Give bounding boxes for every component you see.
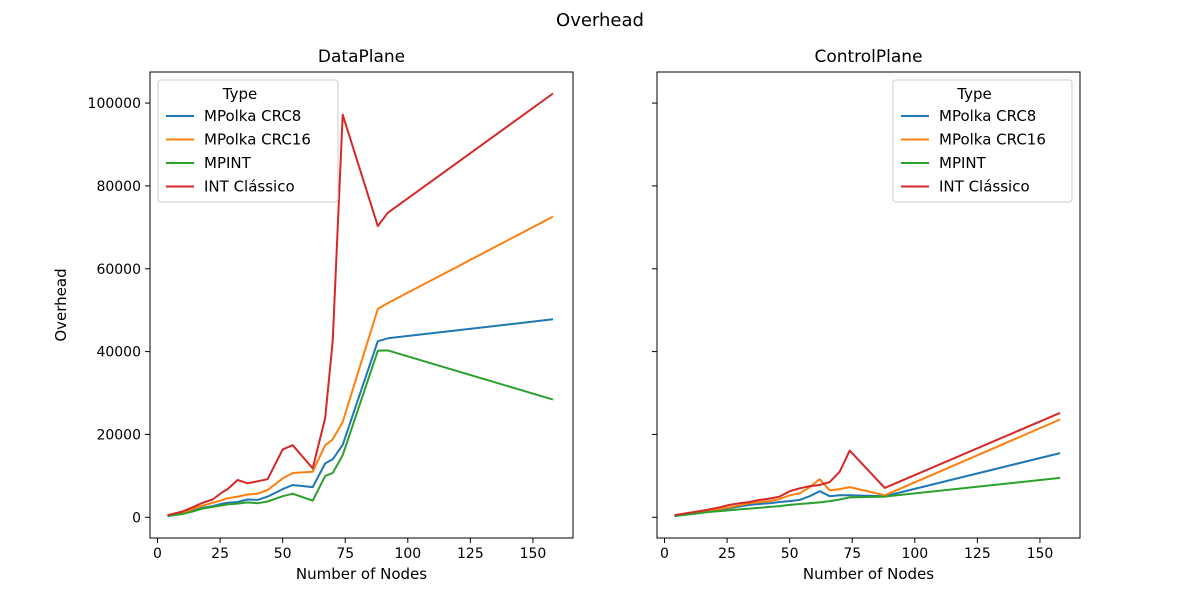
- x-tick-label: 75: [843, 546, 861, 562]
- x-tick-label: 150: [1027, 546, 1054, 562]
- legend-label-int-classico: INT Clássico: [204, 178, 295, 196]
- legend-title: Type: [222, 85, 257, 103]
- legend-label-mpolka-crc8: MPolka CRC8: [204, 107, 301, 125]
- x-axis-label: Number of Nodes: [296, 565, 427, 583]
- dataplane-panel: DataPlane 0 25 50 75 100 125 150 0 20000 40000 6000…: [52, 47, 574, 583]
- x-axis-label: Number of Nodes: [803, 565, 934, 583]
- controlplane-panel: ControlPlane 0 25 50 75 100 125 150 Number of No…: [652, 47, 1081, 583]
- y-tick-label: 20000: [96, 427, 141, 443]
- y-axis-label: Overhead: [52, 268, 70, 341]
- series-line-mpint: [674, 476, 1061, 517]
- legend-label-mpint: MPINT: [204, 154, 252, 172]
- y-tick-label: 60000: [96, 262, 141, 278]
- x-tick-label: 25: [718, 546, 736, 562]
- legend-label-mpolka-crc16: MPolka CRC16: [204, 131, 311, 149]
- legend-label-mpint: MPINT: [939, 154, 987, 172]
- x-tick-label: 0: [660, 546, 669, 562]
- y-tick-label: 80000: [96, 179, 141, 195]
- y-tick-label: 100000: [88, 96, 141, 112]
- series-line-mpolka-crc8: [167, 318, 554, 517]
- legend-label-mpolka-crc16: MPolka CRC16: [939, 131, 1046, 149]
- legend-label-mpolka-crc8: MPolka CRC8: [939, 107, 1036, 125]
- x-tick-label: 125: [457, 546, 484, 562]
- x-tick-label: 150: [520, 546, 547, 562]
- series-line-mpint: [167, 349, 554, 517]
- y-tick-label: 0: [132, 510, 141, 526]
- x-tick-label: 0: [153, 546, 162, 562]
- legend-label-int-classico: INT Clássico: [939, 178, 1030, 196]
- x-tick-label: 75: [336, 546, 354, 562]
- plot-frame: [656, 71, 1081, 539]
- panel-title: ControlPlane: [814, 47, 922, 67]
- series-line-int-classico: [167, 92, 554, 517]
- x-tick-label: 25: [211, 546, 229, 562]
- x-tick-label: 50: [274, 546, 292, 562]
- legend-title: Type: [956, 85, 991, 103]
- series-line-int-classico: [674, 411, 1061, 517]
- x-tick-label: 100: [901, 546, 928, 562]
- legend: Type MPolka CRC8 MPolka CRC16 MPINT INT Clás…: [892, 79, 1073, 203]
- figure-title: Overhead: [556, 10, 644, 31]
- y-tick-label: 40000: [96, 345, 141, 361]
- plot-frame: [149, 71, 574, 539]
- x-tick-label: 125: [964, 546, 991, 562]
- legend-frame: [157, 79, 339, 203]
- x-tick-label: 100: [394, 546, 421, 562]
- x-tick-label: 50: [781, 546, 799, 562]
- legend: Type MPolka CRC8 MPolka CRC16 MPINT INT Clás…: [157, 79, 339, 203]
- legend-frame: [892, 79, 1073, 203]
- series-line-mpolka-crc16: [167, 215, 554, 517]
- panel-title: DataPlane: [318, 47, 405, 67]
